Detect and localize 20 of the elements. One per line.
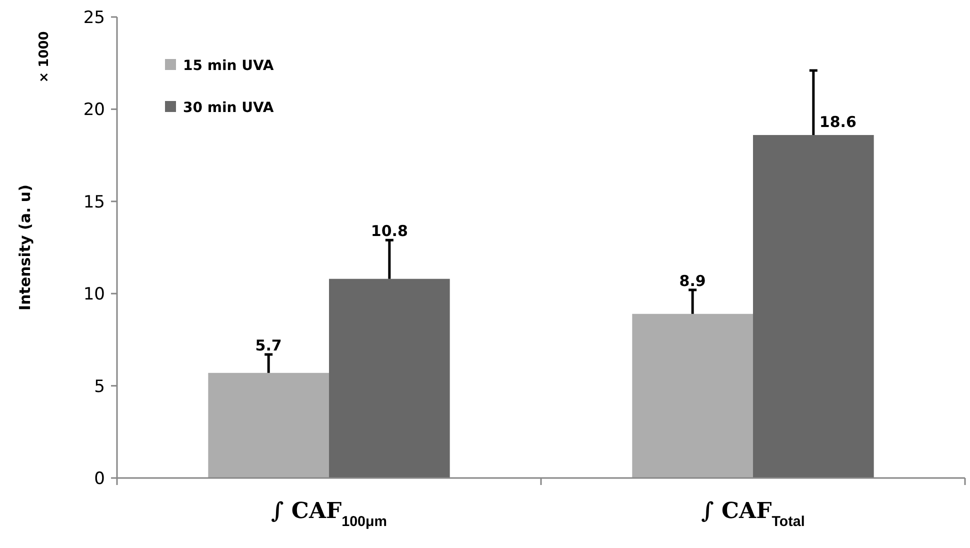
x-tick-label: ∫ CAF$_{100μm}$ (271, 498, 387, 530)
y-tick-label: 20 (83, 100, 105, 120)
text: × 1000 (37, 31, 52, 83)
data-label: 18.6 (819, 113, 856, 132)
legend-label: 15 min UVA (183, 58, 274, 74)
x-tick-label: ∫ CAF$_{Total}$ (701, 498, 805, 530)
data-label: 5.7 (255, 336, 282, 354)
y-tick-label: 5 (94, 376, 105, 397)
data-label: 8.9 (679, 272, 706, 290)
y-tick-label: 10 (83, 284, 105, 305)
y-axis-title: Intensity (a. u) (16, 184, 34, 310)
bar (632, 314, 753, 478)
y-tick-label: 0 (94, 468, 105, 489)
y-tick-label: 25 (83, 8, 105, 28)
data-label: 10.8 (370, 222, 408, 240)
legend-label: 30 min UVA (183, 100, 274, 116)
bar (208, 372, 329, 478)
y-tick-label: 15 (83, 192, 105, 212)
bar (753, 135, 874, 478)
bar (329, 278, 450, 478)
